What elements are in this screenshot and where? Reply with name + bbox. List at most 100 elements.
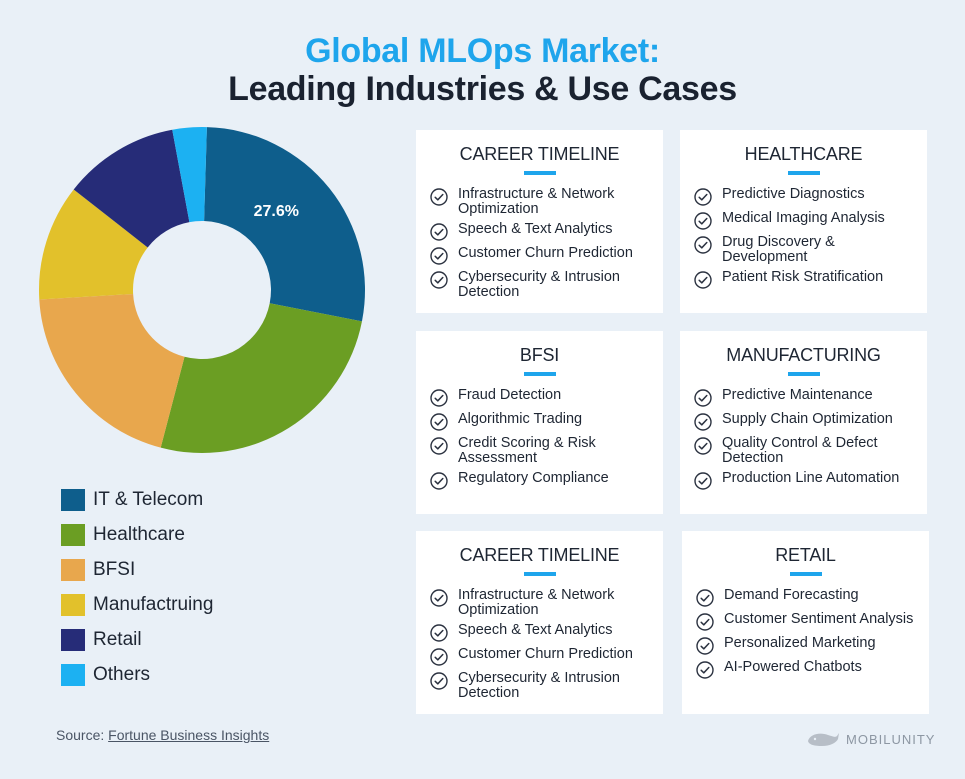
list-item: Predictive Maintenance — [694, 388, 919, 407]
list-item: Fraud Detection — [430, 388, 655, 407]
list-item-text: Predictive Diagnostics — [722, 186, 865, 202]
list-item-text: Patient Risk Stratification — [722, 269, 884, 285]
whale-logo-icon — [808, 733, 839, 746]
slice-it-telecom — [204, 127, 365, 322]
list-item-text: Algorithmic Trading — [458, 411, 583, 427]
card-title: RETAIL — [775, 545, 836, 565]
check-circle-icon — [694, 437, 712, 455]
list-item: Regulatory Compliance — [430, 471, 655, 490]
check-circle-icon — [694, 472, 712, 490]
legend-swatch — [61, 663, 85, 686]
legend-item-retail: Retail — [61, 622, 213, 657]
card-title: MANUFACTURING — [726, 345, 881, 365]
list-item: Medical Imaging Analysis — [694, 211, 919, 230]
list-item-text: Speech & Text Analytics — [458, 221, 613, 237]
legend-label: Manufactruing — [93, 593, 214, 615]
list-item-text: Customer Sentiment Analysis — [724, 611, 914, 627]
list-item: Customer Churn Prediction — [430, 246, 655, 265]
legend-item-manufacturing: Manufactruing — [61, 587, 213, 622]
list-item: Production Line Automation — [694, 471, 919, 490]
list-item-text: Infrastructure & Network Optimization — [458, 186, 615, 217]
list-item-text: AI-Powered Chatbots — [724, 659, 862, 675]
check-circle-icon — [430, 188, 448, 206]
legend-label: IT & Telecom — [93, 488, 204, 510]
card-accent-bar — [523, 372, 556, 376]
card-manufacturing: MANUFACTURING Predictive Maintenance Sup… — [680, 331, 927, 514]
list-item: Speech & Text Analytics — [430, 623, 655, 642]
list-item: Algorithmic Trading — [430, 412, 655, 431]
list-item: Personalized Marketing — [696, 636, 921, 655]
list-item-text: Predictive Maintenance — [722, 387, 873, 403]
legend-swatch — [61, 523, 85, 546]
list-item: Credit Scoring & Risk Assessment — [430, 436, 655, 466]
list-item-text: Speech & Text Analytics — [458, 622, 613, 638]
page-title: Global MLOps Market: Leading Industries … — [0, 32, 965, 108]
check-circle-icon — [694, 413, 712, 431]
list-item-text: Customer Churn Prediction — [458, 245, 633, 261]
chart-legend: IT & Telecom Healthcare BFSI Manufactrui… — [61, 482, 213, 692]
list-item-text: Quality Control & Defect Detection — [722, 435, 878, 466]
check-circle-icon — [430, 672, 448, 690]
slice-others — [172, 127, 207, 223]
card-accent-bar — [787, 372, 820, 376]
check-circle-icon — [696, 661, 714, 679]
check-circle-icon — [430, 389, 448, 407]
list-item: Customer Churn Prediction — [430, 647, 655, 666]
card-healthcare: HEALTHCARE Predictive Diagnostics Medica… — [680, 130, 927, 313]
list-item: Predictive Diagnostics — [694, 187, 919, 206]
check-circle-icon — [430, 648, 448, 666]
list-item-text: Cybersecurity & Intrusion Detection — [458, 670, 620, 701]
list-item-text: Regulatory Compliance — [458, 470, 609, 486]
list-item: AI-Powered Chatbots — [696, 660, 921, 679]
list-item: Customer Sentiment Analysis — [696, 612, 921, 631]
list-item-text: Fraud Detection — [458, 387, 562, 403]
list-item: Supply Chain Optimization — [694, 412, 919, 431]
legend-label: Retail — [93, 628, 142, 650]
check-circle-icon — [430, 223, 448, 241]
legend-item-others: Others — [61, 657, 213, 692]
list-item-text: Medical Imaging Analysis — [722, 210, 885, 226]
slice-manufacturing — [39, 189, 148, 300]
legend-swatch — [61, 593, 85, 616]
brand-logo: MOBILUNITY — [806, 729, 935, 749]
list-item-text: Cybersecurity & Intrusion Detection — [458, 269, 620, 300]
list-item: Drug Discovery & Development — [694, 235, 919, 265]
check-circle-icon — [430, 472, 448, 490]
check-circle-icon — [696, 589, 714, 607]
legend-swatch — [61, 628, 85, 651]
title-line-1: Global MLOps Market: — [305, 32, 660, 70]
source-link[interactable]: Fortune Business Insights — [108, 727, 270, 743]
list-item-text: Drug Discovery & Development — [722, 234, 835, 265]
list-item: Quality Control & Defect Detection — [694, 436, 919, 466]
legend-label: BFSI — [93, 558, 136, 580]
list-item: Patient Risk Stratification — [694, 270, 919, 289]
title-line-2: Leading Industries & Use Cases — [228, 70, 737, 108]
list-item-text: Demand Forecasting — [724, 587, 859, 603]
card-title: BFSI — [519, 345, 560, 365]
check-circle-icon — [694, 188, 712, 206]
check-circle-icon — [430, 413, 448, 431]
card-title: CAREER TIMELINE — [459, 545, 620, 565]
check-circle-icon — [694, 389, 712, 407]
card-career-timeline-1: CAREER TIMELINE Infrastructure & Network… — [416, 130, 663, 313]
list-item: Demand Forecasting — [696, 588, 921, 607]
card-title: CAREER TIMELINE — [459, 144, 620, 164]
list-item-text: Customer Churn Prediction — [458, 646, 633, 662]
list-item: Speech & Text Analytics — [430, 222, 655, 241]
check-circle-icon — [696, 613, 714, 631]
card-career-timeline-2: CAREER TIMELINE Infrastructure & Network… — [416, 531, 663, 714]
check-circle-icon — [694, 236, 712, 254]
check-circle-icon — [694, 212, 712, 230]
legend-label: Healthcare — [93, 523, 185, 545]
legend-label: Others — [93, 663, 151, 685]
legend-swatch — [61, 558, 85, 581]
list-item-text: Production Line Automation — [722, 470, 900, 486]
legend-item-bfsi: BFSI — [61, 552, 213, 587]
slice-healthcare — [160, 303, 362, 453]
legend-item-it-telecom: IT & Telecom — [61, 482, 213, 517]
list-item-text: Infrastructure & Network Optimization — [458, 587, 615, 618]
card-title: HEALTHCARE — [744, 144, 863, 164]
check-circle-icon — [430, 271, 448, 289]
list-item: Cybersecurity & Intrusion Detection — [430, 270, 655, 300]
check-circle-icon — [696, 637, 714, 655]
